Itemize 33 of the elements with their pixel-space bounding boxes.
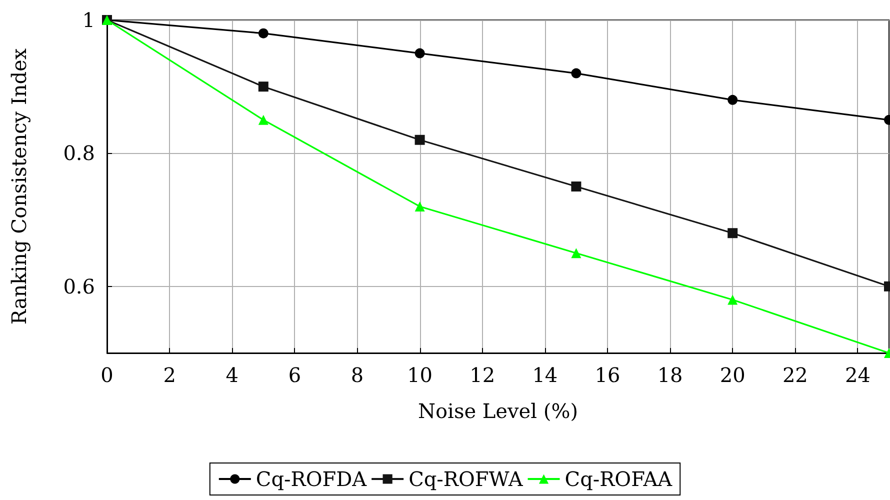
legend-label: Cq-ROFAA <box>564 467 673 491</box>
point <box>571 248 582 258</box>
point <box>258 82 268 92</box>
point <box>728 94 738 105</box>
x-axis-title: Noise Level (%) <box>418 399 578 423</box>
x-tick-label: 18 <box>657 363 683 387</box>
y-tick-label: 0.6 <box>63 274 95 298</box>
x-tick-label: 4 <box>226 363 238 387</box>
point <box>414 48 425 58</box>
x-tick-label: 12 <box>470 363 496 387</box>
x-tick-label: 8 <box>350 363 364 387</box>
point <box>728 294 738 305</box>
x-tick-label: 0 <box>100 363 114 387</box>
x-tick-label: 2 <box>163 363 176 387</box>
point <box>728 228 738 238</box>
y-tick-label: 0.8 <box>63 141 95 166</box>
x-tick-label: 22 <box>782 363 808 387</box>
legend-label: Cq-ROFWA <box>408 467 524 491</box>
point <box>258 114 268 125</box>
point <box>414 201 425 212</box>
point <box>258 28 268 38</box>
x-tick-label: 24 <box>844 363 870 387</box>
x-tick-label: 6 <box>288 363 302 387</box>
x-tick-label: 16 <box>594 363 620 387</box>
y-tick-label: 1 <box>82 8 95 32</box>
x-tick-label: 14 <box>532 363 558 387</box>
y-axis-title: Ranking Consistency Index <box>7 48 31 325</box>
legend-label: Cq-ROFDA <box>256 467 368 491</box>
point <box>571 182 582 192</box>
point <box>571 68 582 78</box>
x-tick-label: 20 <box>720 363 746 387</box>
x-tick-label: 10 <box>407 363 433 387</box>
point <box>414 134 425 145</box>
